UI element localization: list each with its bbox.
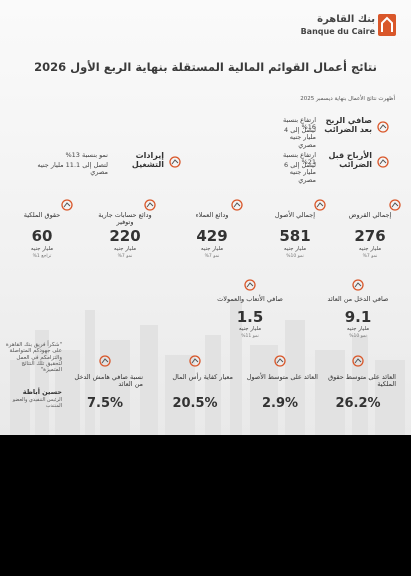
icon xyxy=(61,199,73,211)
metric-unit: مليار جنيه xyxy=(113,246,137,252)
quote-name: حسين أباظة xyxy=(22,388,62,396)
highlight-change: ارتفاع بنسبة 21% xyxy=(283,151,316,167)
highlight-change: نمو بنسبة 13% xyxy=(65,151,108,159)
highlight-detail: ليصل إلى 6 مليار جنيه مصري xyxy=(284,161,316,184)
icon xyxy=(274,355,286,367)
highlight-change: ارتفاع بنسبة 16% xyxy=(283,116,316,132)
quote-text: "شكراً فريق بنك القاهرة على جهودكم المتو… xyxy=(5,342,62,374)
ratio-value: 26.2% xyxy=(335,396,381,411)
ratio-label: العائد على متوسط حقوق الملكية xyxy=(328,373,396,389)
bank-name-ar: بنك القاهرة xyxy=(317,14,375,25)
logo-icon xyxy=(378,14,396,36)
metric-label: حقوق الملكية xyxy=(23,211,61,219)
metric-value: 220 xyxy=(109,227,141,245)
highlight-label: الأرباح قبل الضرائب xyxy=(328,151,372,170)
skyline xyxy=(10,300,405,435)
metric-unit: مليار جنيه xyxy=(283,246,307,252)
icon xyxy=(169,156,181,168)
metric-label: ودائع العملاء xyxy=(195,211,229,219)
icon xyxy=(389,199,401,211)
metric-unit: مليار جنيه xyxy=(30,246,54,252)
quote-role: الرئيس التنفيذي والعضو المنتدب xyxy=(12,397,62,409)
metric-unit: مليار جنيه xyxy=(358,246,382,252)
income-label: صافي الأتعاب والعمولات xyxy=(217,295,283,303)
ratio-label: معيار كفاية رأس المال xyxy=(172,373,233,381)
bank-name-en: Banque du Caire xyxy=(300,27,375,36)
metric-change: نمو 10% xyxy=(286,254,304,259)
metric-value: 60 xyxy=(31,227,53,245)
subtitle: أظهرت نتائج الأعمال بنهاية ديسمبر 2025 xyxy=(300,96,395,102)
highlight-detail: ليصل إلى 4 مليار جنيه مصري xyxy=(284,126,316,149)
icon xyxy=(377,156,389,168)
ratio-value: 7.5% xyxy=(86,396,124,411)
ratio-value: 2.9% xyxy=(261,396,299,411)
icon xyxy=(244,279,256,291)
icon xyxy=(231,199,243,211)
icon xyxy=(99,355,111,367)
icon xyxy=(314,199,326,211)
income-unit: مليار جنيه xyxy=(238,326,262,332)
metric-value: 581 xyxy=(279,227,311,245)
title: نتائج أعمال القوائم المالية المستقلة بنه… xyxy=(34,60,377,74)
metric-change: نمو 7% xyxy=(117,254,133,259)
ratio-label: نسبة صافي هامش الدخل من العائد xyxy=(74,373,143,389)
icon xyxy=(189,355,201,367)
icon xyxy=(144,199,156,211)
income-change: نمو 11% xyxy=(241,334,259,339)
income-value: 9.1 xyxy=(344,308,372,326)
highlight-label: صافي الربح بعد الضرائب xyxy=(324,116,372,135)
highlight-detail: لتصل إلى 11.1 مليار جنيه مصري xyxy=(37,161,108,177)
metric-change: تراجع 1% xyxy=(32,254,52,259)
metric-value: 276 xyxy=(354,227,386,245)
metric-change: نمو 7% xyxy=(362,254,378,259)
income-label: صافي الدخل من العائد xyxy=(327,295,389,303)
metric-label: ودائع حسابات جارية وتوفير xyxy=(98,211,152,227)
metric-value: 429 xyxy=(196,227,228,245)
metric-label: إجمالي الأصول xyxy=(274,211,316,219)
income-unit: مليار جنيه xyxy=(346,326,370,332)
highlight-label: إيرادات التشغيل xyxy=(131,151,164,170)
infographic: بنك القاهرة Banque du Caire نتائج أعمال … xyxy=(0,0,411,435)
income-change: نمو 10% xyxy=(349,334,367,339)
metric-unit: مليار جنيه xyxy=(200,246,224,252)
metric-change: نمو 7% xyxy=(204,254,220,259)
ratio-label: العائد على متوسط الأصول xyxy=(246,373,318,381)
income-value: 1.5 xyxy=(236,308,264,326)
icon xyxy=(377,121,389,133)
icon xyxy=(352,279,364,291)
metric-label: إجمالي القروض xyxy=(348,211,392,219)
ratio-value: 20.5% xyxy=(172,396,218,411)
icon xyxy=(352,355,364,367)
